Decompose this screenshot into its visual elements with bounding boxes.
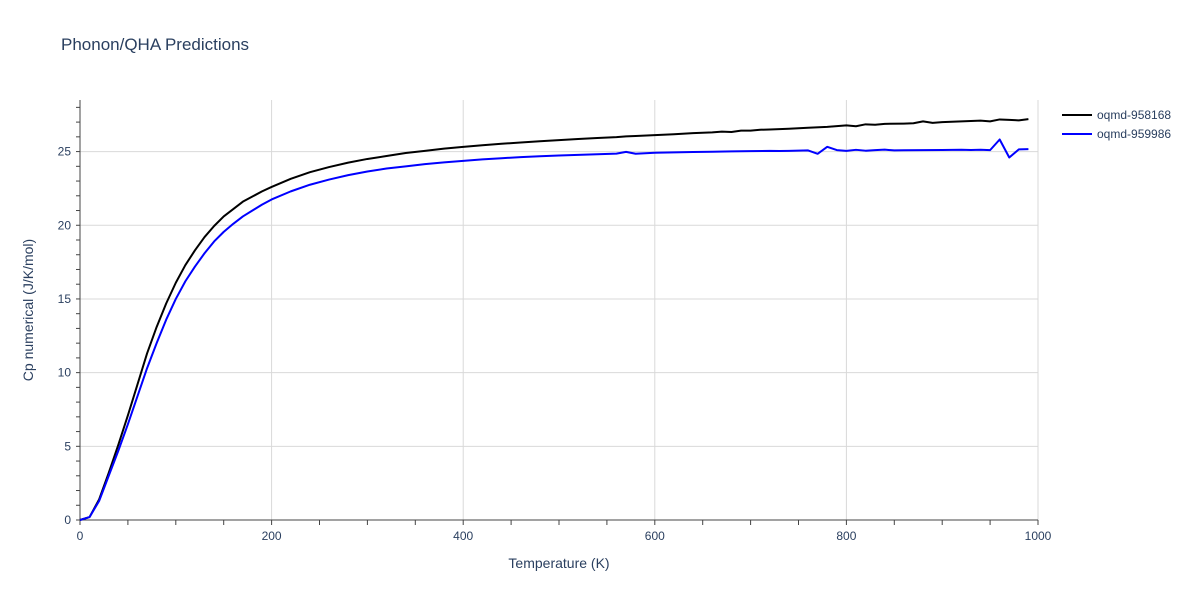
axes: 0 200 400 600 800 1000 0 5 10 15 20 25 [58,100,1052,543]
legend-label: oqmd-958168 [1097,108,1171,122]
x-tick-label: 600 [645,529,665,543]
y-axis-title: Cp numerical (J/K/mol) [20,239,36,381]
legend-item-oqmd-959986[interactable]: oqmd-959986 [1062,127,1171,141]
x-axis-title: Temperature (K) [508,555,609,571]
x-tick-label: 1000 [1025,529,1052,543]
series-line-oqmd-958168 [79,118,1029,521]
chart-title: Phonon/QHA Predictions [61,35,249,54]
y-tick-label: 0 [64,513,71,527]
y-tick-label: 25 [58,145,72,159]
plot-area [79,118,1029,521]
legend[interactable]: oqmd-958168 oqmd-959986 [1062,108,1171,141]
y-tick-label: 20 [58,218,72,232]
y-tick-label: 15 [58,292,72,306]
y-tick-label: 5 [64,439,71,453]
grid [80,100,1039,520]
x-tick-label: 800 [836,529,856,543]
series-line-oqmd-959986 [79,138,1029,521]
x-tick-label: 200 [262,529,282,543]
y-tick-label: 10 [58,366,72,380]
legend-label: oqmd-959986 [1097,127,1171,141]
x-tick-label: 400 [453,529,473,543]
x-tick-label: 0 [77,529,84,543]
legend-item-oqmd-958168[interactable]: oqmd-958168 [1062,108,1171,122]
